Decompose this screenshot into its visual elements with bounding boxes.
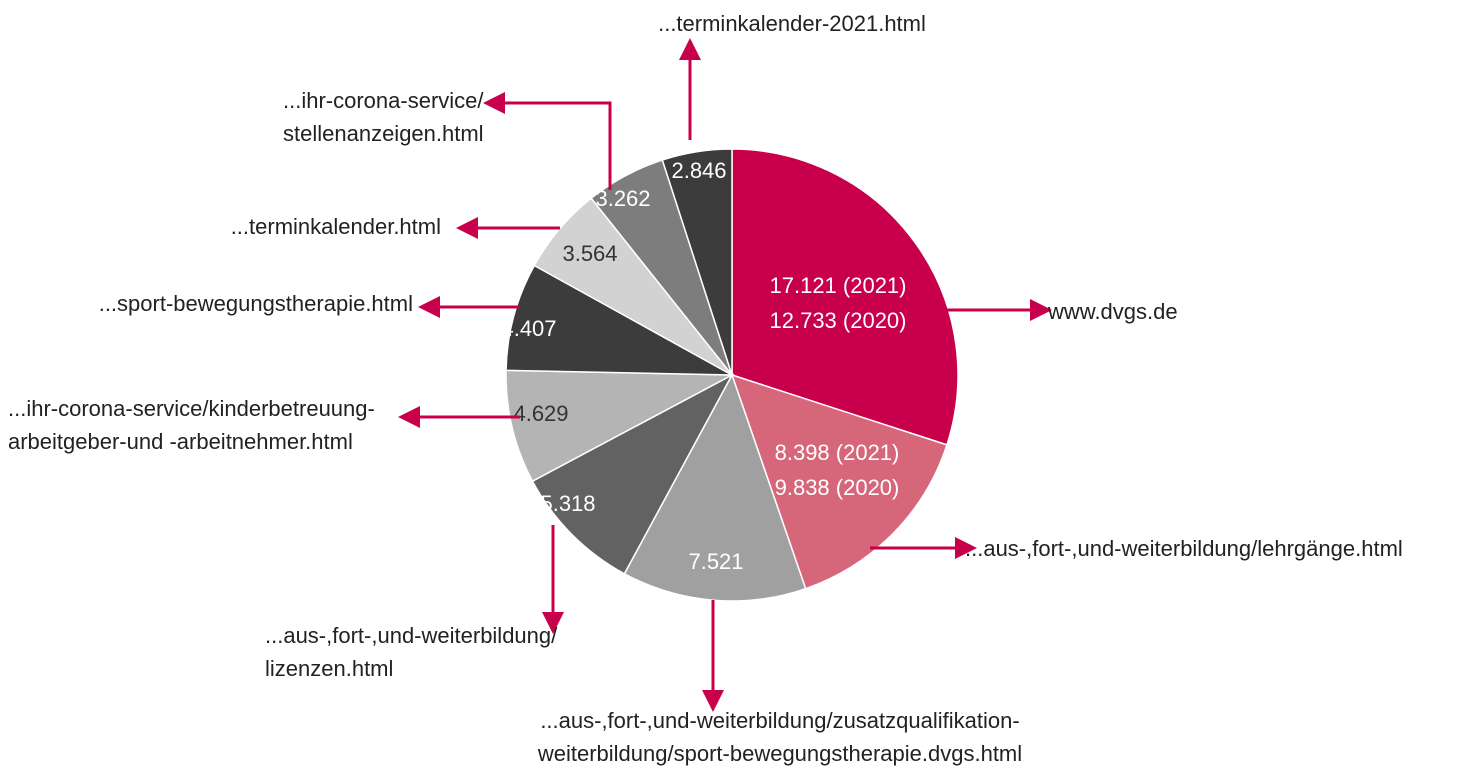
category-label: ...terminkalender.html	[231, 214, 441, 239]
arrow-head	[955, 537, 977, 559]
value-label: 4.407	[501, 316, 556, 341]
pie-slice	[730, 373, 948, 590]
category-label: ...aus-,fort-,und-weiterbildung/zusatzqu…	[540, 708, 1019, 733]
pie-slice	[505, 369, 735, 483]
arrow-head	[679, 38, 701, 60]
arrow-head	[418, 296, 440, 318]
value-label: 8.398 (2021)	[775, 440, 900, 465]
pie-slice	[531, 373, 734, 575]
category-label: weiterbildung/sport-bewegungstherapie.dv…	[537, 741, 1022, 766]
value-label: 2.846	[671, 158, 726, 183]
arrow-head	[1030, 299, 1052, 321]
arrow-head	[702, 690, 724, 712]
arrow-head	[483, 92, 505, 114]
value-label: 7.521	[688, 549, 743, 574]
category-label: stellenanzeigen.html	[283, 121, 484, 146]
category-label: ...sport-bewegungstherapie.html	[99, 291, 413, 316]
arrow-head	[398, 406, 420, 428]
category-label: ...ihr-corona-service/	[283, 88, 484, 113]
value-label: 3.262	[595, 186, 650, 211]
pie-slice	[505, 264, 733, 376]
pie-slice	[731, 148, 959, 446]
category-label: www.dvgs.de	[1047, 299, 1178, 324]
arrow-line	[505, 101, 612, 190]
category-label: ...aus-,fort-,und-weiterbildung/	[265, 623, 558, 648]
category-label: ...aus-,fort-,und-weiterbildung/lehrgäng…	[965, 536, 1403, 561]
pie-slice	[661, 148, 733, 376]
category-label: ...terminkalender-2021.html	[658, 11, 926, 36]
category-label: arbeitgeber-und -arbeitnehmer.html	[8, 429, 353, 454]
category-label: lizenzen.html	[265, 656, 393, 681]
arrow-head	[542, 612, 564, 634]
value-label-2020: 12.733 (2020)	[770, 308, 907, 333]
value-label: 4.629	[513, 401, 568, 426]
value-label: 17.121 (2021)	[770, 273, 907, 298]
value-label: 5.318	[540, 491, 595, 516]
arrow-head	[456, 217, 478, 239]
value-label: 3.564	[562, 241, 617, 266]
value-label-2020: 9.838 (2020)	[775, 475, 900, 500]
category-label: ...ihr-corona-service/kinderbetreuung-	[8, 396, 375, 421]
